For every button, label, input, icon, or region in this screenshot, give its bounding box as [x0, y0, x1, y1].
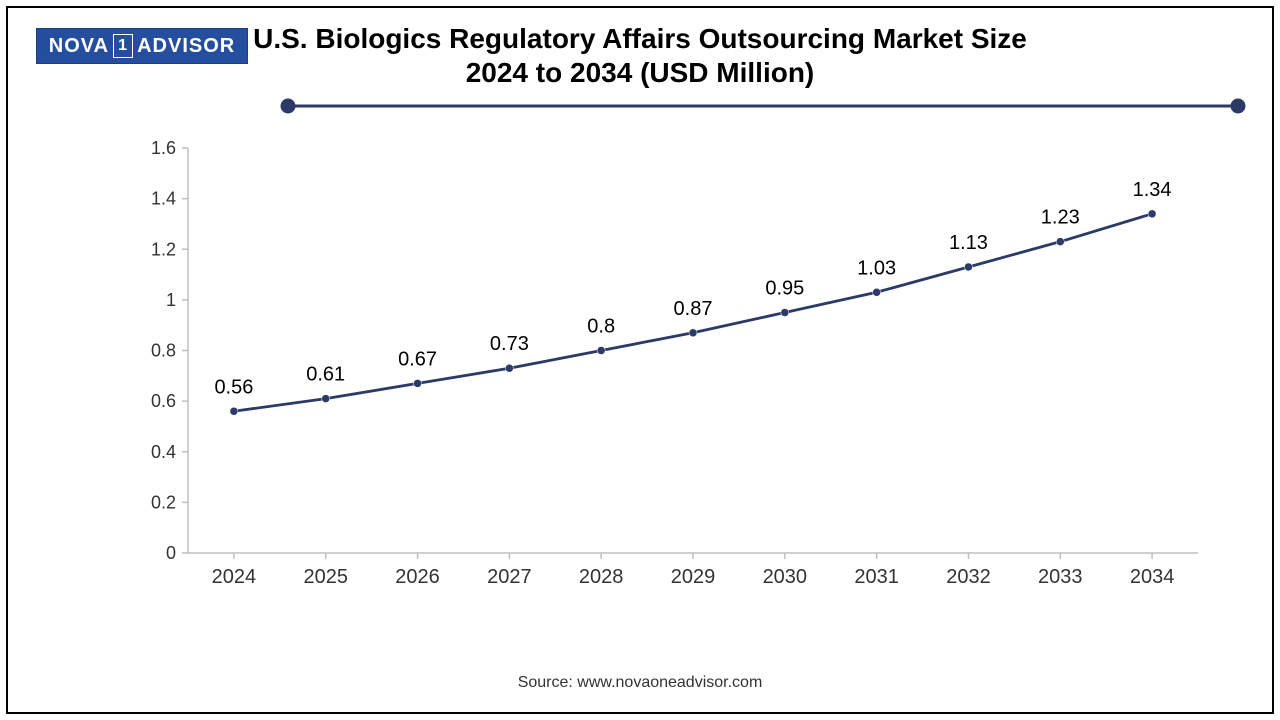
- data-label: 0.73: [490, 333, 529, 355]
- x-tick-label: 2030: [763, 566, 808, 588]
- x-tick-label: 2032: [946, 566, 991, 588]
- data-point: [964, 263, 972, 271]
- data-label: 0.56: [214, 376, 253, 398]
- y-tick-label: 1.4: [151, 189, 176, 209]
- data-point: [1148, 210, 1156, 218]
- data-point: [689, 329, 697, 337]
- data-label: 1.34: [1133, 179, 1172, 201]
- x-tick-label: 2034: [1130, 566, 1175, 588]
- data-label: 0.8: [587, 316, 615, 338]
- data-label: 0.61: [306, 364, 345, 386]
- line-chart: 0 0.2 0.4 0.6 0.8 1 1.2 1.4 1.6 2024 2025 2026 2027 2…: [138, 138, 1228, 608]
- x-tick-label: 2029: [671, 566, 716, 588]
- data-point: [505, 364, 513, 372]
- y-tick-label: 0: [166, 543, 176, 563]
- x-tick-label: 2031: [854, 566, 899, 588]
- x-tick-label: 2033: [1038, 566, 1083, 588]
- x-tick-label: 2024: [212, 566, 257, 588]
- data-label: 1.03: [857, 257, 896, 279]
- y-tick-label: 0.8: [151, 341, 176, 361]
- y-tick-label: 1.6: [151, 138, 176, 158]
- chart-frame: NOVA 1 ADVISOR U.S. Biologics Regulatory…: [6, 6, 1274, 714]
- x-tick-label: 2025: [303, 566, 348, 588]
- data-label: 1.23: [1041, 207, 1080, 229]
- chart-area: 0 0.2 0.4 0.6 0.8 1 1.2 1.4 1.6 2024 2025 2026 2027 2…: [138, 138, 1228, 608]
- title-line-2: 2024 to 2034 (USD Million): [8, 56, 1272, 90]
- data-point: [230, 407, 238, 415]
- data-point: [597, 347, 605, 355]
- chart-title: U.S. Biologics Regulatory Affairs Outsou…: [8, 22, 1272, 89]
- y-tick-label: 1: [166, 290, 176, 310]
- y-tick-label: 0.2: [151, 492, 176, 512]
- y-tick-label: 0.4: [151, 442, 176, 462]
- data-point: [873, 288, 881, 296]
- source-text: Source: www.novaoneadvisor.com: [8, 674, 1272, 692]
- data-point: [781, 309, 789, 317]
- y-tick-label: 1.2: [151, 239, 176, 259]
- y-tick-label: 0.6: [151, 391, 176, 411]
- data-point: [322, 395, 330, 403]
- data-label: 1.13: [949, 232, 988, 254]
- x-tick-label: 2026: [395, 566, 440, 588]
- data-label: 0.95: [765, 278, 804, 300]
- x-tick-label: 2027: [487, 566, 532, 588]
- data-point: [1056, 238, 1064, 246]
- data-label: 0.87: [674, 298, 713, 320]
- data-label: 0.67: [398, 348, 437, 370]
- data-point: [414, 379, 422, 387]
- x-tick-label: 2028: [579, 566, 624, 588]
- title-line-1: U.S. Biologics Regulatory Affairs Outsou…: [8, 22, 1272, 56]
